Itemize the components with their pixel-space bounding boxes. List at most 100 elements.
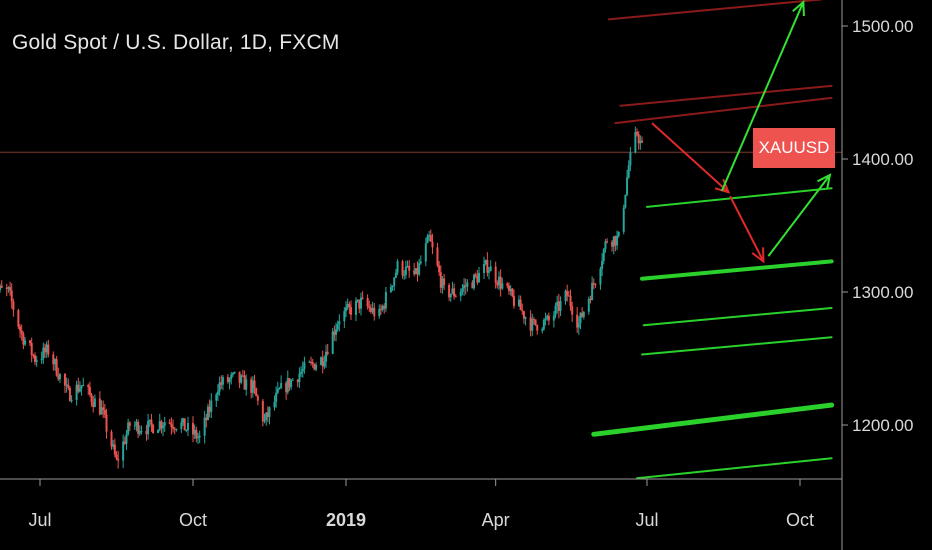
candle-body — [532, 319, 535, 321]
candle — [566, 284, 569, 302]
candle-body — [581, 312, 584, 318]
arrows-layer[interactable] — [651, 0, 832, 264]
candle-body — [250, 379, 253, 393]
candle — [408, 260, 411, 278]
candle — [474, 272, 477, 279]
red-trend-line[interactable] — [607, 0, 823, 21]
candle — [125, 429, 128, 450]
candle-body — [542, 319, 545, 329]
candle — [343, 307, 346, 329]
arrow-shaft — [720, 1, 805, 192]
candle-body — [275, 392, 278, 402]
candle-body — [148, 419, 151, 422]
red-trend-line[interactable] — [614, 96, 833, 125]
candle — [428, 230, 431, 242]
candle-body — [506, 283, 509, 286]
candle — [532, 316, 535, 325]
arrow-head — [817, 173, 832, 189]
candle — [529, 310, 532, 337]
candle-body — [226, 377, 229, 383]
candle-body — [636, 132, 639, 135]
candle — [75, 380, 78, 406]
candle — [138, 425, 141, 437]
candle — [348, 301, 351, 315]
candle-body — [616, 235, 619, 246]
green-arrow[interactable] — [720, 0, 805, 192]
candle-body — [604, 241, 607, 250]
candle — [414, 267, 417, 275]
candle-body — [102, 407, 105, 411]
candle — [404, 260, 407, 279]
candle — [381, 304, 384, 312]
candle-body — [208, 406, 211, 412]
green-trend-line[interactable] — [642, 306, 833, 327]
candle-body — [622, 207, 625, 232]
candle — [579, 312, 582, 330]
candle — [215, 392, 218, 408]
candle — [359, 292, 362, 316]
candle — [581, 307, 584, 318]
candle-body — [579, 312, 582, 324]
trend-lines-layer[interactable] — [591, 0, 835, 480]
candle-body — [24, 340, 27, 345]
candle-body — [521, 310, 524, 312]
red-arrow[interactable] — [651, 122, 731, 194]
candle-body — [617, 231, 620, 236]
candle-body — [453, 288, 456, 297]
candle-body — [266, 412, 269, 418]
candle-body — [43, 347, 46, 353]
candle — [416, 261, 419, 282]
candle — [220, 375, 223, 390]
candle-body — [203, 417, 206, 436]
candle — [582, 311, 585, 320]
green-arrow[interactable] — [767, 173, 832, 257]
green-trend-line[interactable] — [646, 187, 833, 208]
candle — [333, 325, 336, 341]
candle — [158, 413, 161, 432]
green-trend-line[interactable] — [636, 457, 833, 480]
green-trend-line[interactable] — [591, 402, 835, 437]
candle — [384, 286, 387, 312]
red-trend-line[interactable] — [619, 84, 833, 107]
candle-body — [58, 374, 61, 380]
candle-body — [416, 268, 419, 275]
candle — [576, 307, 579, 333]
candle-body — [599, 268, 602, 285]
candle — [564, 289, 567, 305]
candle-body — [626, 177, 629, 195]
candle — [180, 418, 183, 433]
candle — [571, 301, 574, 323]
candle-body — [123, 441, 126, 444]
candle-body — [344, 307, 347, 312]
candle — [354, 297, 357, 322]
green-trend-line[interactable] — [641, 336, 833, 356]
red-arrow[interactable] — [729, 195, 765, 264]
candle-body — [145, 430, 148, 435]
candle — [301, 361, 304, 378]
candle-body — [424, 243, 427, 262]
candle — [77, 377, 80, 394]
candle — [349, 300, 352, 321]
candle — [436, 242, 439, 268]
candle-body — [117, 458, 120, 461]
candle — [112, 440, 115, 450]
candle — [315, 362, 318, 372]
candle — [396, 259, 399, 276]
candle — [45, 341, 48, 358]
candle — [117, 450, 120, 469]
candle-body — [356, 299, 359, 301]
candle — [556, 295, 559, 314]
candle-body — [379, 308, 382, 310]
candle-body — [601, 260, 604, 269]
candle-body — [138, 431, 141, 434]
candle — [449, 293, 452, 302]
green-trend-line[interactable] — [640, 259, 834, 281]
candle-body — [320, 357, 323, 365]
candle — [461, 284, 464, 296]
candle — [147, 413, 150, 440]
candle — [622, 204, 625, 235]
candle-body — [404, 266, 407, 275]
candle — [78, 381, 81, 393]
candle — [163, 416, 166, 432]
